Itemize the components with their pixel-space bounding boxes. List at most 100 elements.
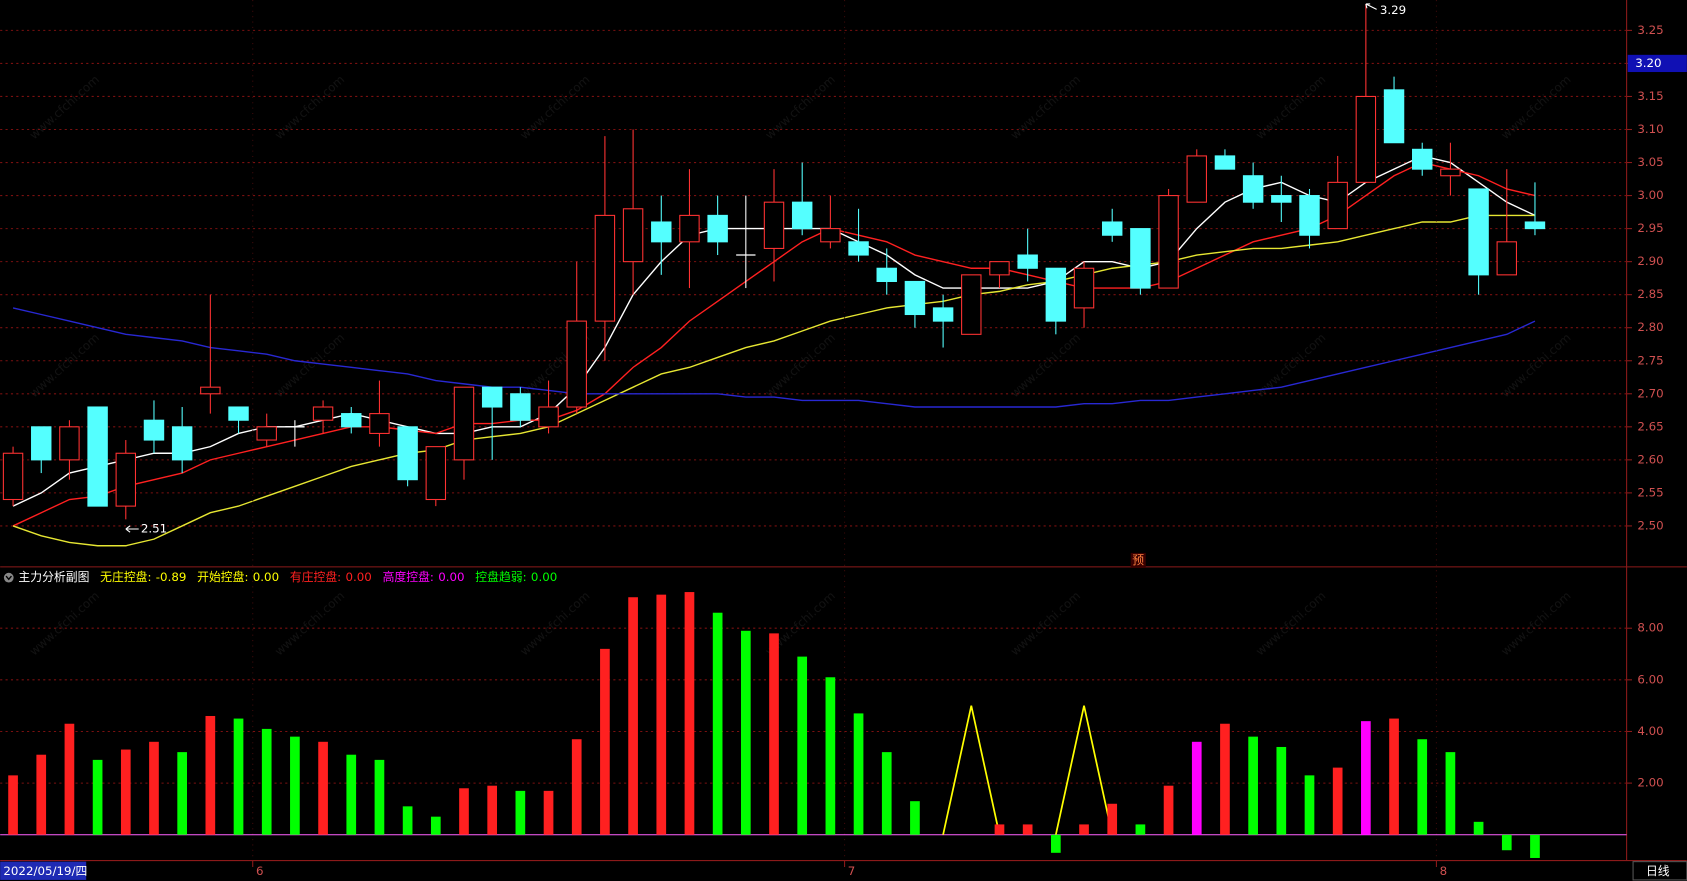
- indicator-bar: [684, 592, 695, 835]
- candle-body: [1017, 254, 1038, 269]
- indicator-bar: [515, 790, 526, 835]
- x-tick-label: 7: [848, 864, 856, 878]
- indicator-bar: [656, 594, 667, 835]
- indicator-bar: [1022, 824, 1033, 835]
- candle-body: [1101, 221, 1123, 236]
- indicator-bar: [1107, 803, 1118, 835]
- period-label: 日线: [1646, 864, 1670, 878]
- indicator-bar: [571, 739, 582, 835]
- x-tick-label: 2022/05/19/四: [3, 864, 87, 878]
- candle-body: [2, 452, 24, 501]
- indicator-bar: [1191, 741, 1202, 835]
- candle-body: [1242, 175, 1264, 203]
- indicator-bar: [36, 754, 47, 835]
- candle-body: [989, 261, 1010, 276]
- candle-body: [1130, 228, 1151, 289]
- annotation-arrow: [1365, 3, 1377, 10]
- candle-body: [1383, 89, 1405, 144]
- candle-body: [961, 274, 982, 335]
- candle-body: [932, 307, 954, 322]
- y-tick-label: 2.70: [1637, 386, 1663, 400]
- candle-body: [397, 426, 418, 481]
- indicator-bar: [1501, 834, 1512, 851]
- candle-body: [1496, 241, 1517, 276]
- indicator-bar: [1530, 834, 1540, 858]
- indicator-bar: [1276, 746, 1287, 835]
- indicator-bar: [64, 723, 75, 835]
- candle-body: [312, 406, 334, 421]
- y-tick-label: 2.80: [1637, 320, 1663, 334]
- annotation-label: 2.51: [141, 522, 167, 536]
- annotation-arrow: [125, 525, 139, 533]
- y-tick-label: 2.75: [1637, 353, 1663, 367]
- indicator-bar: [1079, 824, 1089, 835]
- legend-name: 无庄控盘:: [100, 570, 151, 584]
- indicator-bar: [1304, 775, 1315, 835]
- candle-body: [481, 386, 503, 408]
- date-box: [0, 861, 87, 880]
- indicator-bar: [318, 741, 328, 835]
- candle-body: [1412, 148, 1433, 170]
- y-tick-label: 3.10: [1637, 122, 1663, 136]
- indicator-bar: [1135, 824, 1146, 835]
- indicator-bar: [205, 715, 216, 835]
- y-tick-label: 2.00: [1637, 776, 1663, 790]
- candle-body: [425, 446, 447, 501]
- candle-body: [566, 320, 587, 408]
- indicator-bar: [1220, 723, 1230, 835]
- legend-name: 高度控盘:: [383, 570, 434, 584]
- indicator-bar: [487, 785, 498, 835]
- y-tick-label: 3.15: [1637, 89, 1663, 103]
- y-tick-label: 2.95: [1637, 221, 1663, 235]
- candle-body: [453, 386, 475, 461]
- indicator-bar: [149, 741, 159, 835]
- indicator-title: 主力分析副图: [18, 570, 89, 584]
- candle-body: [848, 241, 869, 256]
- legend-value: 0.00: [438, 570, 464, 584]
- indicator-bar: [797, 656, 808, 835]
- ma-line: [12, 307, 1536, 408]
- indicator-bar: [290, 736, 300, 835]
- candle-body: [763, 201, 785, 249]
- y-tick-label: 3.00: [1637, 188, 1663, 202]
- candle-body: [1524, 221, 1546, 230]
- candle-body: [31, 426, 52, 461]
- indicator-bar: [1248, 736, 1258, 835]
- candle-body: [1158, 195, 1179, 289]
- indicator-bar: [346, 754, 357, 835]
- candle-body: [1355, 95, 1377, 183]
- indicator-bar: [825, 677, 836, 835]
- candle-body: [256, 426, 277, 441]
- candle-body: [538, 406, 559, 428]
- y-tick-label: 6.00: [1637, 672, 1663, 686]
- indicator-bar: [628, 597, 638, 835]
- legend-value: -0.89: [156, 570, 187, 584]
- candle-body: [143, 419, 165, 441]
- legend-value: 0.00: [345, 570, 371, 584]
- candle-body: [707, 214, 728, 243]
- y-tick-label: 2.60: [1637, 452, 1663, 466]
- candle-body: [651, 221, 672, 243]
- legend-value: 0.00: [531, 570, 557, 584]
- y-tick-label: 2.85: [1637, 287, 1663, 301]
- forecast-marker-box: [1130, 552, 1146, 568]
- x-tick-label: 6: [256, 864, 264, 878]
- indicator-bar: [853, 713, 864, 835]
- y-tick-label: 2.50: [1637, 518, 1663, 532]
- indicator-menu-icon[interactable]: [3, 572, 14, 583]
- candle-body: [791, 201, 813, 230]
- candle-body: [59, 426, 80, 461]
- y-tick-label: 3.25: [1637, 23, 1663, 37]
- forecast-marker: 预: [1132, 553, 1144, 567]
- candle-body: [341, 413, 362, 428]
- y-tick-label: 8.00: [1637, 621, 1663, 635]
- candle-body: [1468, 188, 1489, 276]
- indicator-bar: [910, 801, 920, 835]
- indicator-bar: [600, 648, 610, 835]
- indicator-bar: [120, 749, 131, 835]
- candle-body: [1271, 195, 1292, 203]
- indicator-bar: [881, 752, 892, 835]
